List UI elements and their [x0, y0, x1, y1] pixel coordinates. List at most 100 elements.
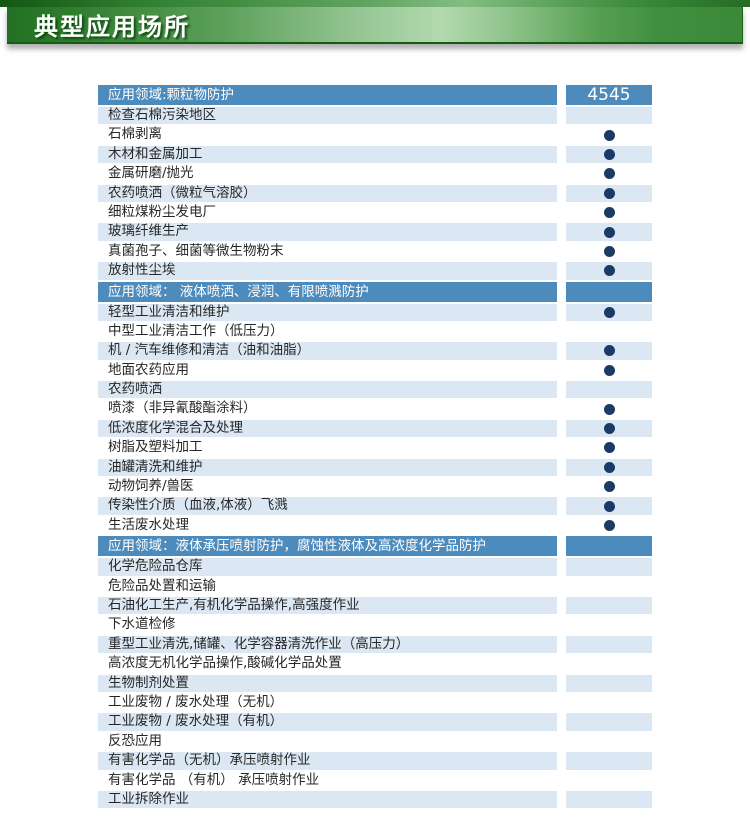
applicability-dot — [603, 226, 615, 238]
applicability-dot — [603, 168, 615, 180]
applicability-dot — [603, 265, 615, 277]
dot-cell — [566, 478, 652, 496]
row-label: 轻型工业清洁和维护 — [98, 303, 557, 321]
row-label: 农药喷洒（微粒气溶胶） — [98, 184, 557, 202]
column-gap — [557, 203, 566, 222]
row-label: 油罐清洗和维护 — [98, 458, 557, 477]
table-row: 反恐应用 — [98, 732, 652, 751]
dot-cell — [566, 516, 652, 535]
column-gap — [557, 184, 566, 202]
column-gap — [557, 674, 566, 692]
column-gap — [557, 732, 566, 751]
table-row: 传染性介质（血液,体液）飞溅 — [98, 497, 652, 515]
table-row: 农药喷洒（微粒气溶胶） — [98, 184, 652, 202]
row-label: 机 / 汽车维修和清洁（油和油脂） — [98, 342, 557, 360]
dot-cell — [566, 558, 652, 576]
table-row: 玻璃纤维生产 — [98, 223, 652, 241]
dot-cell — [566, 107, 652, 125]
table-row: 细粒煤粉尘发电厂 — [98, 203, 652, 222]
row-label: 工业拆除作业 — [98, 790, 557, 809]
section-header-row: 应用领域：液体承压喷射防护，腐蚀性液体及高浓度化学品防护 — [98, 536, 652, 557]
column-gap — [557, 342, 566, 360]
banner-top-strip — [0, 0, 750, 7]
row-label: 喷漆（非异氰酸酯涂料） — [98, 400, 557, 418]
dot-cell — [566, 145, 652, 164]
row-label: 高浓度无机化学品操作,酸碱化学品处置 — [98, 655, 557, 673]
dot-cell — [566, 419, 652, 438]
column-gap — [557, 790, 566, 809]
dot-cell — [566, 771, 652, 789]
page-title: 典型应用场所 — [34, 13, 190, 41]
table-row: 喷漆（非异氰酸酯涂料） — [98, 400, 652, 418]
column-gap — [557, 419, 566, 438]
column-gap — [557, 439, 566, 457]
row-label: 重型工业清洗,储罐、化学容器清洗作业（高压力） — [98, 635, 557, 654]
row-label: 玻璃纤维生产 — [98, 223, 557, 241]
dot-cell — [566, 361, 652, 380]
table-row: 检查石棉污染地区 — [98, 107, 652, 125]
table-row: 放射性尘埃 — [98, 262, 652, 280]
applicability-dot — [603, 481, 615, 493]
row-label: 反恐应用 — [98, 732, 557, 751]
dot-cell — [566, 497, 652, 515]
table-row: 动物饲养/兽医 — [98, 478, 652, 496]
table-row: 工业拆除作业 — [98, 790, 652, 809]
row-label: 真菌孢子、细菌等微生物粉末 — [98, 242, 557, 261]
applicability-dot — [603, 245, 615, 257]
column-gap — [557, 752, 566, 770]
applicability-dot — [603, 442, 615, 454]
column-gap — [557, 242, 566, 261]
table-row: 生活废水处理 — [98, 516, 652, 535]
column-gap — [557, 478, 566, 496]
table-row: 下水道检修 — [98, 616, 652, 634]
table-row: 树脂及塑料加工 — [98, 439, 652, 457]
dot-cell — [566, 596, 652, 615]
table-row: 中型工业清洁工作（低压力） — [98, 322, 652, 341]
applicability-dot — [603, 129, 615, 141]
table-row: 工业废物 / 废水处理（无机） — [98, 693, 652, 712]
section-header-label: 应用领域： 液体喷洒、浸润、有限喷溅防护 — [98, 281, 557, 302]
table-row: 有害化学品（无机）承压喷射作业 — [98, 752, 652, 770]
dot-cell — [566, 381, 652, 399]
dot-cell — [566, 203, 652, 222]
dot-cell — [566, 242, 652, 261]
column-gap — [557, 281, 566, 302]
row-label: 金属研磨/抛光 — [98, 165, 557, 183]
column-gap — [557, 497, 566, 515]
column-gap — [557, 516, 566, 535]
dot-cell — [566, 126, 652, 144]
applicability-dot — [603, 423, 615, 435]
dot-cell — [566, 303, 652, 321]
column-gap — [557, 616, 566, 634]
table-row: 低浓度化学混合及处理 — [98, 419, 652, 438]
table-row: 油罐清洗和维护 — [98, 458, 652, 477]
row-label: 工业废物 / 废水处理（无机） — [98, 693, 557, 712]
table-row: 石棉剥离 — [98, 126, 652, 144]
column-gap — [557, 596, 566, 615]
dot-cell — [566, 165, 652, 183]
column-gap — [557, 713, 566, 731]
application-table: 应用领域:颗粒物防护 4545 检查石棉污染地区 石棉剥离 木材和金属加工 金属研磨/抛光… — [98, 85, 652, 810]
column-gap — [557, 577, 566, 595]
table-row: 地面农药应用 — [98, 361, 652, 380]
row-label: 有害化学品（无机）承压喷射作业 — [98, 752, 557, 770]
row-label: 下水道检修 — [98, 616, 557, 634]
row-label: 工业废物 / 废水处理（有机） — [98, 713, 557, 731]
applicability-dot — [603, 148, 615, 160]
column-gap — [557, 693, 566, 712]
row-label: 木材和金属加工 — [98, 145, 557, 164]
column-gap — [557, 381, 566, 399]
applicability-dot — [603, 306, 615, 318]
column-gap — [557, 458, 566, 477]
row-label: 低浓度化学混合及处理 — [98, 419, 557, 438]
dot-cell — [566, 439, 652, 457]
dot-cell — [566, 577, 652, 595]
row-label: 树脂及塑料加工 — [98, 439, 557, 457]
section-header-label: 应用领域:颗粒物防护 — [98, 85, 557, 105]
column-gap — [557, 165, 566, 183]
applicability-dot — [603, 500, 615, 512]
dot-cell — [566, 223, 652, 241]
applicability-dot — [603, 403, 615, 415]
dot-cell — [566, 674, 652, 692]
dot-cell — [566, 693, 652, 712]
